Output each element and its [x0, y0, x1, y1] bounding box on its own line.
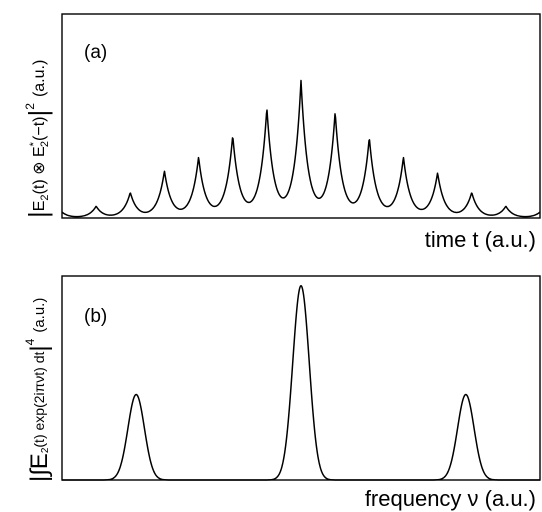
panel-a-frame — [61, 13, 541, 219]
panel-b-xlabel: frequency ν (a.u.) — [365, 486, 536, 511]
panel-a-ylabel: |E2(t) ⊗ E*2(−t)|2(a.u.) — [23, 60, 53, 218]
panel-a-peaks — [61, 81, 540, 212]
panel-a-label: (a) — [84, 42, 107, 63]
panel-b: (b) frequency ν (a.u.) |∫E2(t) exp(2iπνt… — [23, 275, 541, 511]
svg-text:|E2(t) ⊗ E*2(−t)|2(a.u.): |E2(t) ⊗ E*2(−t)|2(a.u.) — [23, 60, 53, 218]
panel-a-peak-5 — [232, 136, 233, 137]
panel-b-trace — [61, 284, 541, 481]
panel-b-frame — [61, 275, 541, 481]
panel-b-label: (b) — [84, 306, 107, 327]
svg-text:|∫E2(t) exp(2iπνt) dt|4(a.u.): |∫E2(t) exp(2iπνt) dt|4(a.u.) — [23, 298, 53, 482]
panel-b-ylabel: |∫E2(t) exp(2iπνt) dt|4(a.u.) — [23, 298, 53, 482]
panel-a-xlabel: time t (a.u.) — [425, 227, 536, 252]
panel-b-peaks — [136, 285, 467, 395]
panel-a-trace — [61, 79, 541, 218]
panel-a: (a) time t (a.u.) |E2(t) ⊗ E*2(−t)|2(a.u… — [23, 13, 541, 252]
panel-a-peak-9 — [369, 138, 370, 139]
